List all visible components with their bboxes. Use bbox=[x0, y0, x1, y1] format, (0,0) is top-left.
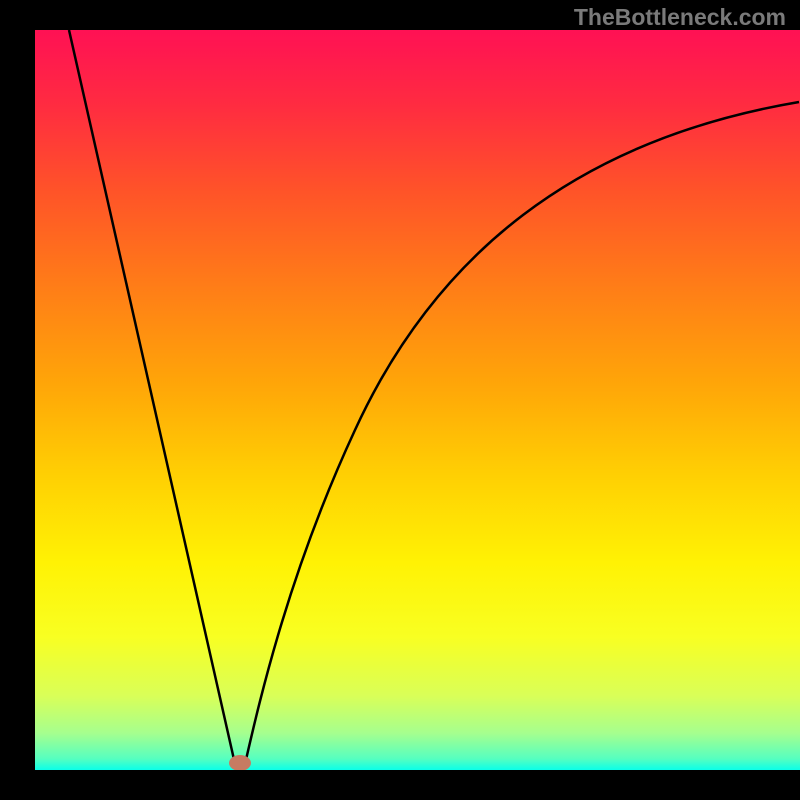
curve-left-branch bbox=[69, 30, 235, 764]
plot-area bbox=[35, 30, 800, 770]
curve-right-branch bbox=[245, 102, 799, 764]
watermark-text: TheBottleneck.com bbox=[574, 4, 786, 31]
bottleneck-curve bbox=[35, 30, 800, 770]
